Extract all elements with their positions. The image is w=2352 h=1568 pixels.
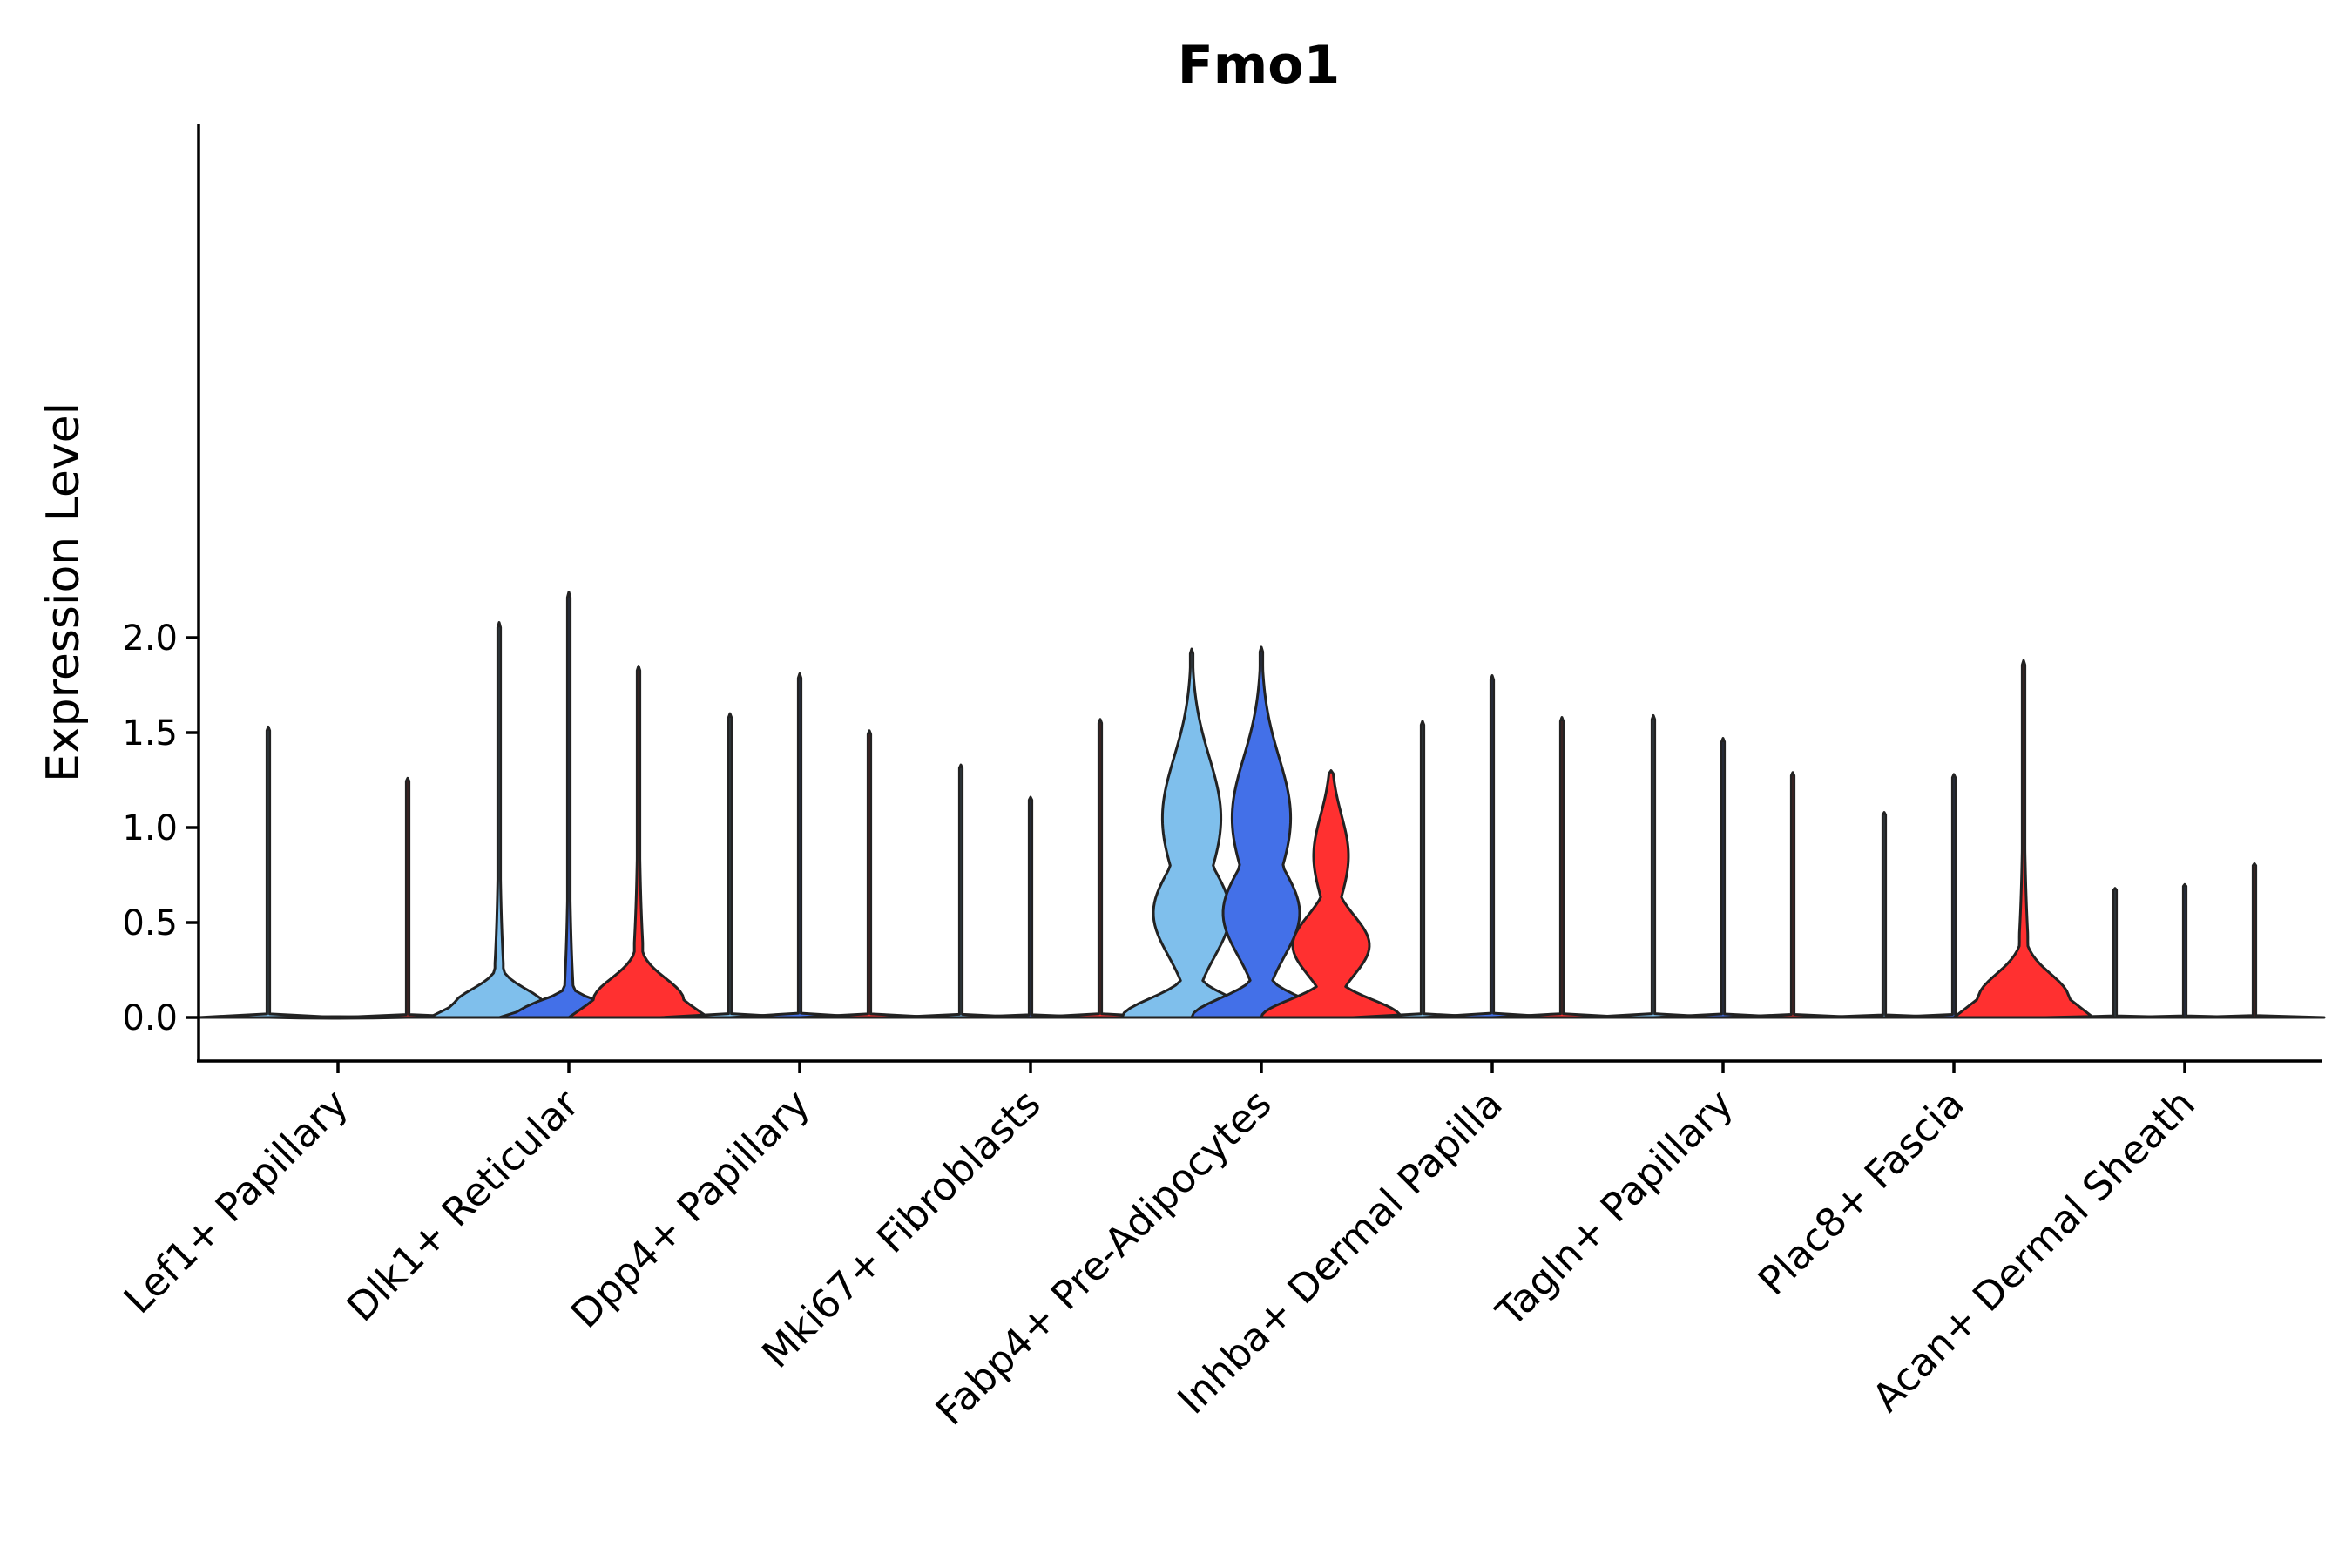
- chart-title: Fmo1: [1178, 35, 1340, 96]
- x-category-label: Tagln+ Papillary: [1487, 1080, 1742, 1335]
- violin: [1952, 659, 2095, 1019]
- x-category-label: Plac8+ Fascia: [1749, 1080, 1973, 1304]
- axes: [197, 124, 2322, 1063]
- violin: [1582, 713, 1725, 1019]
- violin-group: [197, 591, 2326, 1020]
- violin: [497, 591, 640, 1019]
- x-category-label: Dlk1+ Reticular: [338, 1080, 588, 1330]
- violin: [659, 712, 801, 1019]
- violin: [1882, 773, 2025, 1019]
- violin: [1490, 716, 1633, 1019]
- y-tick-label: 0.5: [122, 903, 178, 943]
- violin: [1421, 674, 1564, 1019]
- violin: [2183, 862, 2326, 1019]
- y-tick-label: 1.0: [122, 808, 178, 848]
- violin: [567, 665, 710, 1019]
- violin: [2044, 887, 2186, 1019]
- violin: [197, 725, 340, 1019]
- violin: [959, 795, 1102, 1019]
- violin: [798, 729, 941, 1019]
- y-ticks: 0.0 0.5 1.0 1.5 2.0: [122, 618, 199, 1038]
- violin: [1190, 645, 1333, 1019]
- violin: [428, 621, 571, 1019]
- violin: [889, 763, 1032, 1019]
- y-tick-label: 2.0: [122, 618, 178, 659]
- x-category-label: Dpp4+ Papillary: [562, 1080, 819, 1337]
- violin: [1813, 811, 1956, 1019]
- violin: [1652, 737, 1794, 1019]
- y-axis-label: Expression Level: [37, 402, 90, 782]
- violin: [336, 776, 479, 1019]
- x-category-label: Lef1+ Papillary: [115, 1080, 357, 1322]
- y-tick-label: 0.0: [122, 998, 178, 1038]
- violin: [2113, 882, 2256, 1019]
- violin: [1721, 771, 1864, 1019]
- violin: [1351, 720, 1494, 1019]
- violin: [728, 672, 871, 1019]
- violin: [1260, 769, 1402, 1019]
- violin: [1029, 718, 1172, 1019]
- y-tick-label: 1.5: [122, 713, 178, 754]
